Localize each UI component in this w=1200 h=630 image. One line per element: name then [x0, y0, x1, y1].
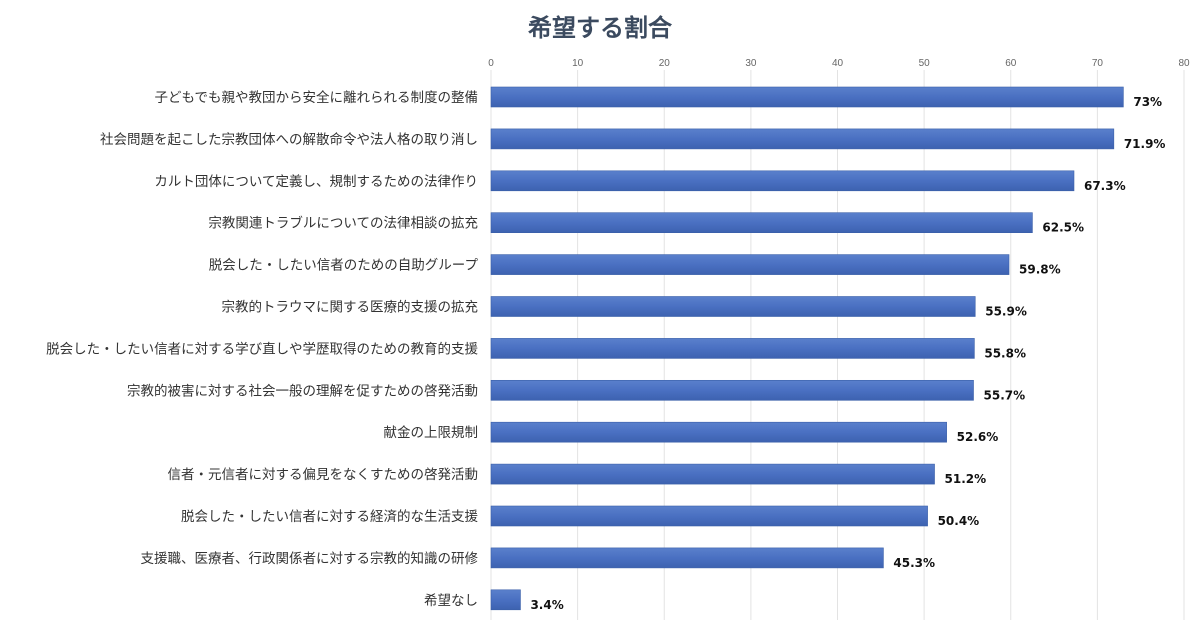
- x-tick-label: 70: [1092, 58, 1104, 69]
- data-label: 67.3%: [1084, 179, 1126, 193]
- bar: [490, 128, 1115, 150]
- category-label: 支援職、医療者、行政関係者に対する宗教的知識の研修: [141, 550, 479, 567]
- x-tick-label: 10: [572, 58, 584, 69]
- x-tick-label: 0: [488, 58, 494, 69]
- category-label: 希望なし: [424, 593, 478, 609]
- x-tick-label: 80: [1178, 58, 1190, 69]
- category-label: 献金の上限規制: [384, 425, 479, 441]
- bar: [490, 463, 935, 485]
- category-label: 宗教関連トラブルについての法律相談の拡充: [208, 215, 478, 232]
- data-label: 55.7%: [984, 388, 1026, 402]
- category-label: 宗教的被害に対する社会一般の理解を促すための啓発活動: [127, 383, 478, 399]
- bar: [490, 505, 928, 527]
- bar: [490, 421, 947, 443]
- category-label: 脱会した・したい信者に対する経済的な生活支援: [181, 509, 478, 525]
- bar: [490, 589, 521, 611]
- bar: [490, 379, 974, 401]
- x-tick-label: 20: [659, 58, 671, 69]
- data-label: 73%: [1133, 95, 1162, 109]
- category-label: 子どもでも親や教団から安全に離れられる制度の整備: [155, 89, 478, 106]
- category-label: 社会問題を起こした宗教団体への解散命令や法人格の取り消し: [100, 131, 478, 148]
- bar: [490, 212, 1033, 233]
- data-label: 45.3%: [893, 556, 935, 570]
- data-label: 3.4%: [530, 598, 563, 612]
- data-label: 59.8%: [1019, 263, 1061, 277]
- data-label: 50.4%: [938, 514, 980, 528]
- category-label: 脱会した・したい信者のための自助グループ: [209, 258, 479, 274]
- chart-title: 希望する割合: [528, 14, 672, 42]
- x-tick-label: 60: [1005, 58, 1017, 69]
- x-tick-label: 40: [832, 58, 844, 69]
- data-label: 62.5%: [1042, 221, 1084, 235]
- category-label: 宗教的トラウマに関する医療的支援の拡充: [222, 299, 479, 316]
- data-label: 51.2%: [945, 472, 987, 486]
- category-label: 信者・元信者に対する偏見をなくすための啓発活動: [168, 467, 479, 483]
- data-label: 55.9%: [985, 305, 1027, 319]
- bar: [490, 547, 884, 569]
- bar: [490, 338, 975, 359]
- data-label: 52.6%: [957, 430, 999, 444]
- bar: [490, 170, 1075, 192]
- data-label: 71.9%: [1124, 137, 1166, 151]
- x-tick-label: 30: [745, 58, 757, 69]
- bar: [490, 86, 1124, 108]
- bar: [490, 296, 976, 317]
- bar: [490, 254, 1010, 275]
- data-label: 55.8%: [984, 346, 1026, 360]
- x-tick-label: 50: [919, 58, 931, 69]
- category-label: 脱会した・したい信者に対する学び直しや学歴取得のための教育的支援: [46, 340, 478, 357]
- category-label: カルト団体について定義し、規制するための法律作り: [154, 173, 478, 190]
